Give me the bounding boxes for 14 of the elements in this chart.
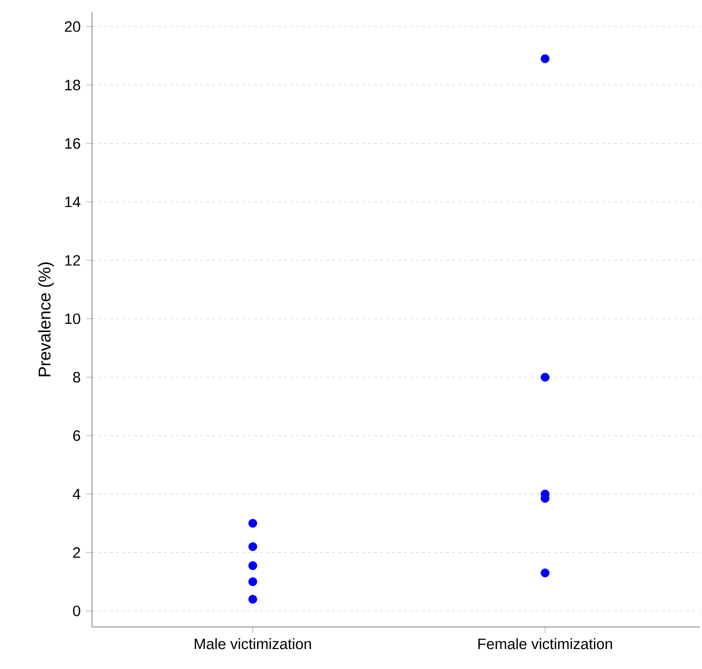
y-tick-label: 4 — [72, 488, 80, 500]
y-tick-label: 14 — [65, 196, 80, 208]
y-axis-title: Prevalence (%) — [38, 262, 54, 376]
y-tick-label: 12 — [65, 255, 80, 266]
y-tick-label: 6 — [73, 430, 80, 441]
y-tick-label: 18 — [65, 80, 80, 90]
y-tick-label: 8 — [73, 372, 80, 382]
y-tick-label: 0 — [73, 606, 80, 616]
x-tick-label: Female victimization — [478, 638, 612, 650]
y-tick-label: 16 — [65, 138, 80, 149]
x-tick-label: Male victimization — [194, 638, 311, 650]
y-tick-label: 10 — [65, 313, 80, 324]
y-tick-label: 20 — [64, 21, 80, 32]
y-tick-label: 2 — [73, 547, 80, 558]
